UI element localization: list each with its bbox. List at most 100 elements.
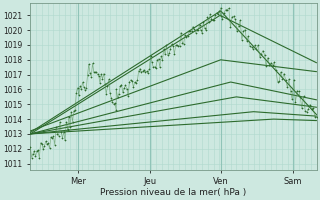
Point <box>180 41 185 44</box>
Point <box>304 111 309 114</box>
Point <box>140 70 145 73</box>
Point <box>213 13 218 17</box>
Point <box>37 157 42 160</box>
Point <box>231 15 236 18</box>
Point <box>262 53 267 56</box>
Point <box>125 94 131 98</box>
Point <box>74 91 79 94</box>
Point <box>152 65 157 68</box>
Point <box>69 110 74 114</box>
Point <box>70 120 75 123</box>
Point <box>169 42 174 46</box>
Point <box>233 18 238 21</box>
Point <box>41 148 46 151</box>
X-axis label: Pression niveau de la mer( hPa ): Pression niveau de la mer( hPa ) <box>100 188 247 197</box>
Point <box>215 13 220 16</box>
Point <box>55 132 60 135</box>
Point <box>236 24 241 28</box>
Point <box>243 28 248 31</box>
Point <box>194 28 199 32</box>
Point <box>105 85 110 88</box>
Point <box>220 17 225 21</box>
Point <box>130 80 135 83</box>
Point <box>179 31 184 34</box>
Point <box>101 72 106 75</box>
Point <box>196 28 201 31</box>
Point <box>124 87 129 90</box>
Point <box>239 38 244 41</box>
Point <box>87 72 92 75</box>
Point <box>115 96 120 99</box>
Point <box>91 70 96 73</box>
Point <box>275 80 280 83</box>
Point <box>99 73 104 76</box>
Point <box>260 49 266 52</box>
Point <box>176 45 181 48</box>
Point <box>90 62 95 65</box>
Point <box>132 81 137 84</box>
Point <box>286 78 292 81</box>
Point <box>229 15 235 18</box>
Point <box>148 54 153 57</box>
Point <box>181 42 186 45</box>
Point <box>299 107 304 110</box>
Point <box>312 115 317 118</box>
Point <box>116 92 121 96</box>
Point <box>114 87 119 91</box>
Point <box>172 52 177 55</box>
Point <box>204 29 209 32</box>
Point <box>128 78 133 81</box>
Point <box>259 53 264 56</box>
Point <box>251 47 256 50</box>
Point <box>214 11 219 14</box>
Point <box>303 109 308 112</box>
Point <box>84 87 89 90</box>
Point <box>285 85 290 89</box>
Point <box>174 43 180 47</box>
Point <box>291 78 296 81</box>
Point <box>234 29 239 33</box>
Point <box>293 101 298 104</box>
Point <box>38 141 43 144</box>
Point <box>228 25 233 29</box>
Point <box>73 108 78 112</box>
Point <box>212 18 217 22</box>
Point <box>254 47 259 50</box>
Point <box>226 7 231 10</box>
Point <box>141 68 147 71</box>
Point <box>200 32 205 35</box>
Point <box>97 81 102 85</box>
Point <box>89 75 94 78</box>
Point <box>201 20 206 24</box>
Point <box>186 29 191 32</box>
Point <box>65 127 70 130</box>
Point <box>85 74 90 77</box>
Point <box>161 47 166 51</box>
Point <box>43 140 48 143</box>
Point <box>114 109 119 112</box>
Point <box>192 27 197 31</box>
Point <box>145 72 150 75</box>
Point <box>111 103 116 106</box>
Point <box>301 95 306 98</box>
Point <box>77 85 83 88</box>
Point <box>51 135 56 138</box>
Point <box>238 19 243 22</box>
Point <box>71 109 76 112</box>
Point <box>159 54 164 58</box>
Point <box>306 107 311 110</box>
Point <box>28 146 33 149</box>
Point <box>136 69 141 73</box>
Point <box>32 149 37 153</box>
Point <box>36 148 41 152</box>
Point <box>208 13 213 16</box>
Point <box>273 68 278 71</box>
Point <box>149 60 155 64</box>
Point <box>280 77 285 81</box>
Point <box>30 152 36 156</box>
Point <box>206 20 211 23</box>
Point <box>53 126 59 129</box>
Point <box>92 71 98 74</box>
Point <box>102 82 108 85</box>
Point <box>157 66 163 69</box>
